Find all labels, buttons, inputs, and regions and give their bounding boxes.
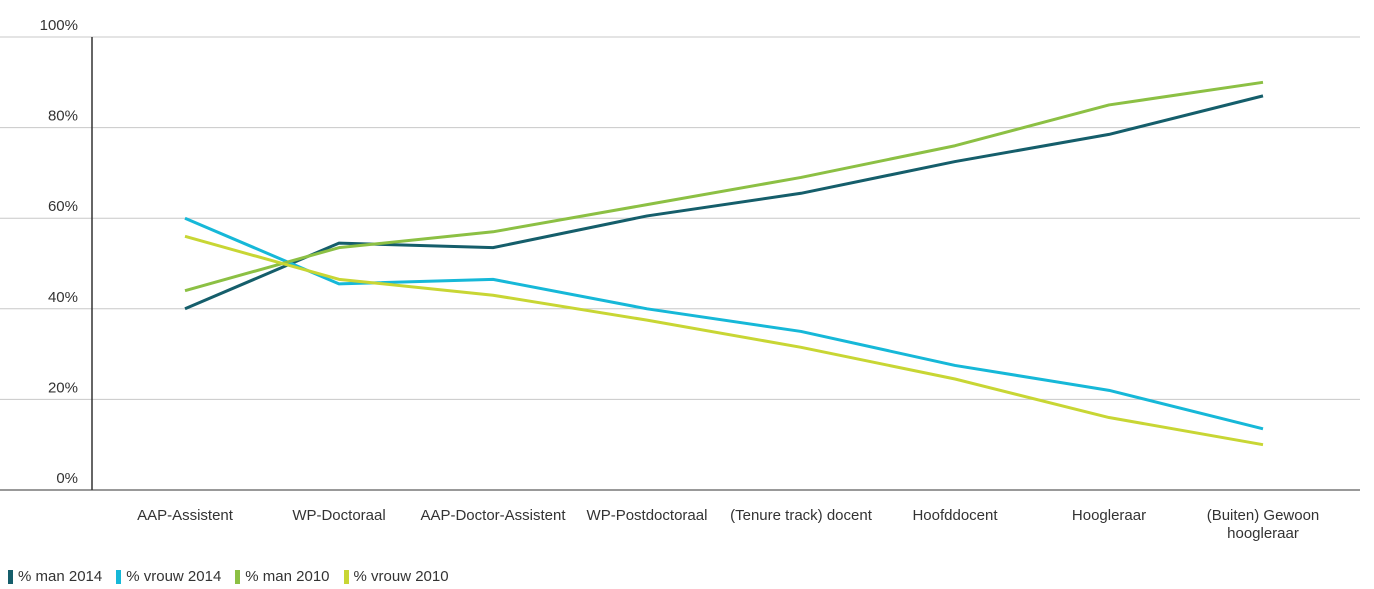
- legend-swatch: [235, 569, 241, 584]
- legend-swatch: [8, 569, 13, 584]
- x-tick-label: Hoofddocent: [912, 507, 998, 524]
- x-tick-label: AAP-Assistent: [137, 507, 234, 524]
- y-tick-label: 80%: [48, 108, 78, 125]
- y-tick-label: 60%: [48, 198, 78, 215]
- x-tick-label: WP-Postdoctoraal: [587, 507, 708, 524]
- series-line: [184, 234, 1264, 447]
- x-tick-label: (Buiten) Gewoon hoogleraar: [1207, 507, 1320, 542]
- legend-item: % man 2010: [235, 568, 330, 585]
- y-tick-label: 40%: [48, 289, 78, 306]
- y-tick-label: 0%: [56, 470, 78, 487]
- y-tick-label: 100%: [40, 17, 78, 34]
- x-tick-label: Hoogleraar: [1072, 507, 1146, 524]
- legend-label: % man 2014: [18, 568, 103, 585]
- legend: % man 2014 % vrouw 2014 % man 2010 % vrouw …: [8, 568, 449, 585]
- x-axis: AAP-Assistent WP-Doctoraal AAP-Doctor-Assi…: [0, 489, 1360, 542]
- legend-label: % vrouw 2014: [126, 568, 222, 585]
- grid-lines: [0, 36, 1360, 400]
- legend-item: % man 2014: [8, 568, 102, 585]
- series-lines: [184, 80, 1264, 447]
- x-tick-label: WP-Doctoraal: [292, 507, 385, 524]
- x-tick-label: (Tenure track) docent: [730, 507, 873, 524]
- legend-item: % vrouw 2014: [116, 568, 221, 585]
- series-line: [184, 80, 1264, 293]
- legend-swatch: [116, 569, 122, 584]
- y-axis: 0% 20% 40% 60% 80% 100%: [40, 17, 93, 490]
- legend-label: % vrouw 2010: [353, 568, 449, 585]
- line-chart: 0% 20% 40% 60% 80% 100% AAP-Assistent WP-Docto…: [0, 17, 1360, 542]
- series-line: [184, 216, 1264, 431]
- x-tick-label: AAP-Doctor-Assistent: [420, 507, 566, 524]
- y-tick-label: 20%: [48, 379, 78, 396]
- legend-label: % man 2010: [245, 568, 330, 585]
- legend-item: % vrouw 2010: [343, 568, 449, 585]
- legend-swatch: [343, 569, 349, 584]
